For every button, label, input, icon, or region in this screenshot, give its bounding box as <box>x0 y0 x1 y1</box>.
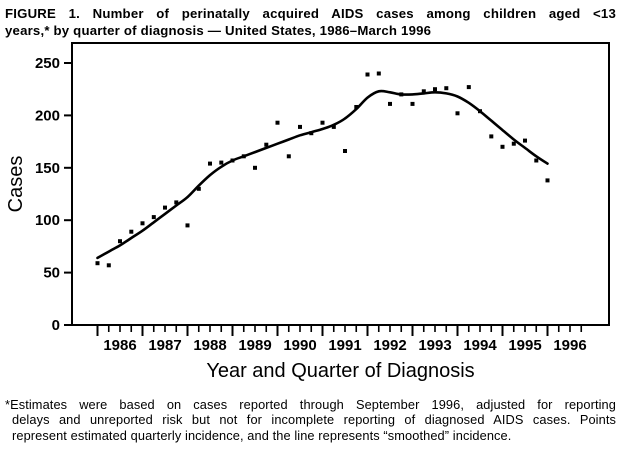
x-tick-label: 1996 <box>553 337 586 354</box>
x-tick-label: 1994 <box>463 337 497 354</box>
data-point <box>151 215 156 220</box>
data-point <box>95 261 100 266</box>
data-point <box>444 86 449 91</box>
data-point <box>298 124 302 129</box>
data-point <box>331 124 336 129</box>
figure-title: FIGURE 1. Number of perinatally acquired… <box>5 5 616 39</box>
figure-title-line-2: years,* by quarter of diagnosis — United… <box>5 23 432 38</box>
data-point <box>320 120 325 125</box>
data-point <box>286 154 291 159</box>
y-tick-label: 100 <box>35 212 60 229</box>
data-point <box>455 111 460 116</box>
x-tick-label: 1993 <box>418 337 451 354</box>
y-axis: 0 50 100 150 200 250 <box>35 55 72 334</box>
footnote-line-3: represent estimated quarterly incidence,… <box>12 427 512 443</box>
x-tick-label: 1992 <box>373 337 406 354</box>
data-point <box>163 205 167 210</box>
x-axis-title: Year and Quarter of Diagnosis <box>206 360 474 382</box>
data-point <box>129 229 134 234</box>
data-point <box>174 200 179 205</box>
data-point <box>309 131 314 136</box>
data-point <box>196 186 201 191</box>
x-tick-label: 1991 <box>328 337 361 354</box>
data-point <box>106 263 111 268</box>
data-point <box>433 87 437 92</box>
y-tick-label: 50 <box>43 265 60 282</box>
data-point <box>219 160 224 165</box>
data-point <box>343 149 347 153</box>
y-tick-label: 0 <box>52 317 60 334</box>
footnote-line-2: delays and unreported risk but not for i… <box>12 412 616 428</box>
data-point <box>354 105 359 109</box>
x-tick-label: 1986 <box>103 337 136 354</box>
x-axis: 1986 1987 1988 1989 1990 1991 1992 1993 1994 1995… <box>96 325 587 354</box>
data-point <box>511 141 516 146</box>
y-tick-label: 150 <box>35 160 60 177</box>
y-tick-label: 200 <box>35 107 60 124</box>
data-point <box>118 239 122 244</box>
plot-frame <box>71 42 610 326</box>
data-point <box>489 134 494 139</box>
data-point <box>523 138 527 143</box>
data-point <box>275 120 280 125</box>
smoothed-incidence-line <box>96 89 549 260</box>
data-point <box>478 109 482 114</box>
data-point <box>376 71 381 76</box>
data-point <box>230 158 235 163</box>
x-tick-label: 1989 <box>238 337 271 354</box>
data-point <box>410 101 415 106</box>
x-tick-label: 1990 <box>283 337 316 354</box>
data-point <box>365 72 370 77</box>
footnote: *Estimates were based on cases reported … <box>5 397 616 443</box>
y-tick-label: 250 <box>35 55 60 72</box>
y-axis-title: Cases <box>5 156 27 213</box>
data-point <box>253 165 257 170</box>
data-point <box>466 85 471 90</box>
data-point <box>185 223 190 228</box>
data-point <box>241 154 246 159</box>
quarterly-incidence-points <box>95 71 550 268</box>
x-tick-label: 1987 <box>148 337 181 354</box>
figure-title-line-1: FIGURE 1. Number of perinatally acquired… <box>5 6 616 21</box>
data-point <box>208 161 212 166</box>
data-point <box>534 158 539 163</box>
data-point <box>140 221 145 226</box>
data-point <box>545 178 550 183</box>
data-point <box>421 89 426 94</box>
data-point <box>388 101 392 106</box>
x-tick-label: 1995 <box>508 337 541 354</box>
data-point <box>399 92 404 97</box>
data-point <box>264 142 269 147</box>
data-point <box>500 144 505 149</box>
x-tick-label: 1988 <box>193 337 226 354</box>
footnote-line-1: *Estimates were based on cases reported … <box>5 397 616 412</box>
